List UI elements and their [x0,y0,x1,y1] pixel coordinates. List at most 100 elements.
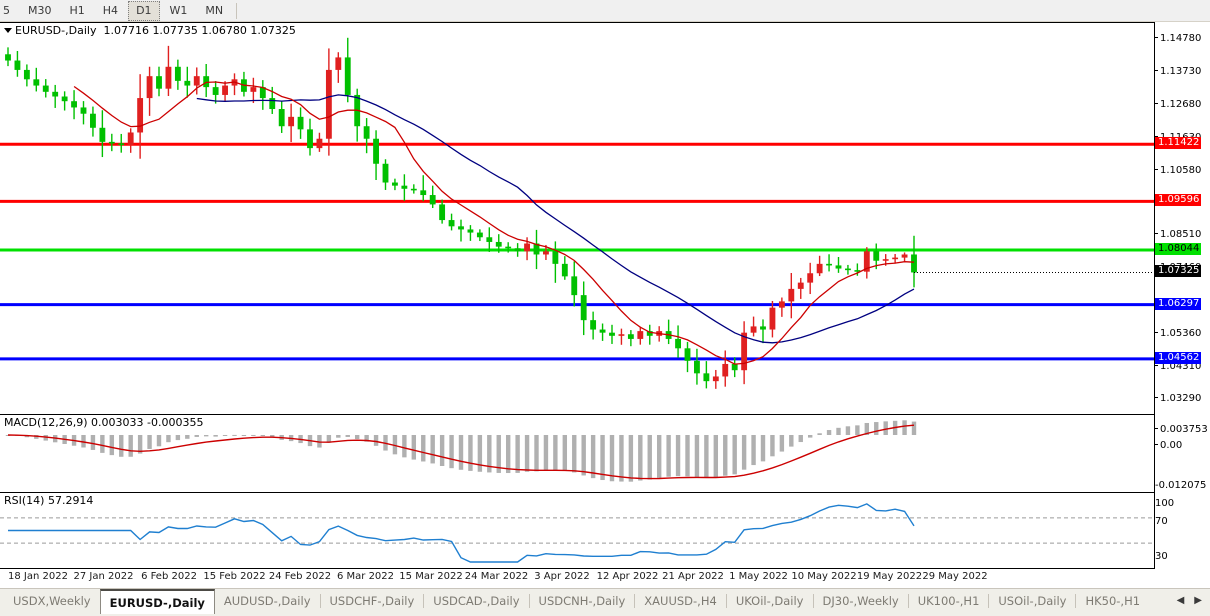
macd-histogram-bar [855,425,860,435]
chart-tab-usdchf--daily[interactable]: USDCHF-,Daily [329,594,415,608]
level-price-badge[interactable]: 1.04562 [1155,351,1202,364]
macd-histogram-bar [581,435,586,476]
candle-body [524,243,530,252]
rsi-pane[interactable]: RSI(14) 57.2914 [0,493,1155,569]
timeframe-button-h1[interactable]: H1 [69,3,85,17]
price-scale-axis[interactable]: 1.147801.137301.126801.116301.105801.085… [1155,22,1210,579]
candle-body [797,282,804,289]
collapse-triangle-icon[interactable] [4,28,12,33]
price-tick: 1.05360 [1155,328,1201,339]
macd-plot [5,420,917,482]
timeframe-button-5[interactable]: 5 [3,3,10,17]
macd-histogram-bar [732,435,737,475]
tick-dash [1155,135,1158,137]
chart-tab-ukoil--daily[interactable]: UKOil-,Daily [735,594,804,608]
rsi-tick: 70 [1155,516,1168,527]
macd-histogram-bar [81,435,86,448]
level-price-badge[interactable]: 1.06297 [1155,297,1202,310]
macd-tick-label: 0.00 [1160,440,1183,451]
rsi-line [8,503,915,563]
candle-body [165,66,172,89]
chart-tab-audusd--daily[interactable]: AUDUSD-,Daily [223,594,311,608]
candle-body [646,331,653,336]
macd-histogram-bar [741,435,747,470]
tab-separator [319,594,321,608]
macd-histogram-bar [345,435,350,437]
timeframe-toolbar: 5 M30 H1 H4 D1 W1 MN [0,0,1210,22]
level-price-badge[interactable]: 1.11422 [1155,137,1202,150]
tick-dash [1155,37,1158,39]
candle-body [769,307,776,330]
timeframe-button-mn[interactable]: MN [205,3,224,17]
timeframe-button-d1[interactable]: D1 [128,0,160,21]
tab-separator [907,594,909,608]
macd-histogram-bar [524,435,530,472]
price-tick: 1.04310 [1155,361,1201,372]
macd-histogram-bar [826,430,832,435]
chart-tab-usdcnh--daily[interactable]: USDCNH-,Daily [538,594,626,608]
chart-tab-eurusd--daily[interactable]: EURUSD-,Daily [99,589,215,614]
chart-area[interactable]: EURUSD-,Daily 1.07716 1.07735 1.06780 1.… [0,22,1210,588]
candle-body [108,141,115,144]
candle-body [533,243,540,255]
chart-tab-usoil--daily[interactable]: USOil-,Daily [998,594,1067,608]
chart-tab-bar[interactable]: USDX,Weekly EURUSD-,Daily AUDUSD-,Daily USD… [0,588,1210,616]
candle-body [23,69,30,80]
chart-tab-hk50--h1[interactable]: HK50-,H1 [1085,594,1141,608]
level-price-badge[interactable]: 1.08044 [1155,242,1202,255]
candle-body [184,80,191,86]
chart-tab-usdx-weekly[interactable]: USDX,Weekly [13,594,91,608]
candle-body [14,60,21,70]
macd-tick: 0.00 [1155,440,1182,451]
tick-dash [1155,364,1158,366]
tick-dash [1155,102,1158,104]
price-plot [0,37,1154,389]
price-tick: 1.14780 [1155,33,1201,44]
candle-body [467,229,474,233]
tab-separator [725,594,727,608]
candle-body [778,301,785,308]
macd-tick: -0.012075 [1155,480,1206,491]
chart-tab-xauusd--h4[interactable]: XAUUSD-,H4 [644,594,717,608]
macd-histogram-bar [656,435,662,478]
tab-scroll-arrows[interactable]: ◀ ▶ [1171,589,1210,606]
macd-histogram-bar [628,435,634,482]
symbol-period-label: EURUSD-,Daily [15,24,97,37]
macd-histogram-bar [90,435,96,450]
timeframe-button-h4[interactable]: H4 [102,3,119,17]
date-tick-label: 12 Apr 2022 [596,571,659,582]
macd-histogram-bar [468,435,473,471]
timeframe-button-m30[interactable]: M30 [28,3,52,17]
scroll-left-icon[interactable]: ◀ [1176,595,1185,606]
candle-body [33,79,40,86]
tab-separator [528,594,530,608]
macd-histogram-bar [590,435,596,479]
date-tick-label: 15 Feb 2022 [203,571,266,582]
price-chart-pane[interactable]: EURUSD-,Daily 1.07716 1.07735 1.06780 1.… [0,22,1155,415]
macd-histogram-bar [251,434,256,436]
current-price-badge: 1.07325 [1155,265,1202,278]
macd-histogram-bar [43,435,48,441]
candle-body [71,101,77,108]
rsi-plot [0,503,1154,563]
chart-tab-uk100--h1[interactable]: UK100-,H1 [917,594,980,608]
candle-body [156,76,162,89]
candle-body [580,295,587,321]
macd-histogram-bar [232,434,237,436]
timeframe-button-w1[interactable]: W1 [169,3,188,17]
candle-body [174,66,181,81]
macd-histogram-bar [109,435,115,456]
chart-tab-dj30--weekly[interactable]: DJ30-,Weekly [822,594,899,608]
macd-pane[interactable]: MACD(12,26,9) 0.003033 -0.000355 [0,415,1155,493]
candle-body [741,332,748,371]
candle-body [325,69,332,139]
candle-body [684,348,691,361]
scroll-right-icon[interactable]: ▶ [1194,595,1202,606]
level-price-badge[interactable]: 1.09596 [1155,194,1202,207]
tab-separator [634,594,636,608]
macd-histogram-bar [751,435,756,466]
macd-histogram-bar [638,435,643,481]
candle-body [760,326,766,330]
tab-separator [423,594,425,608]
chart-tab-usdcad--daily[interactable]: USDCAD-,Daily [433,594,520,608]
